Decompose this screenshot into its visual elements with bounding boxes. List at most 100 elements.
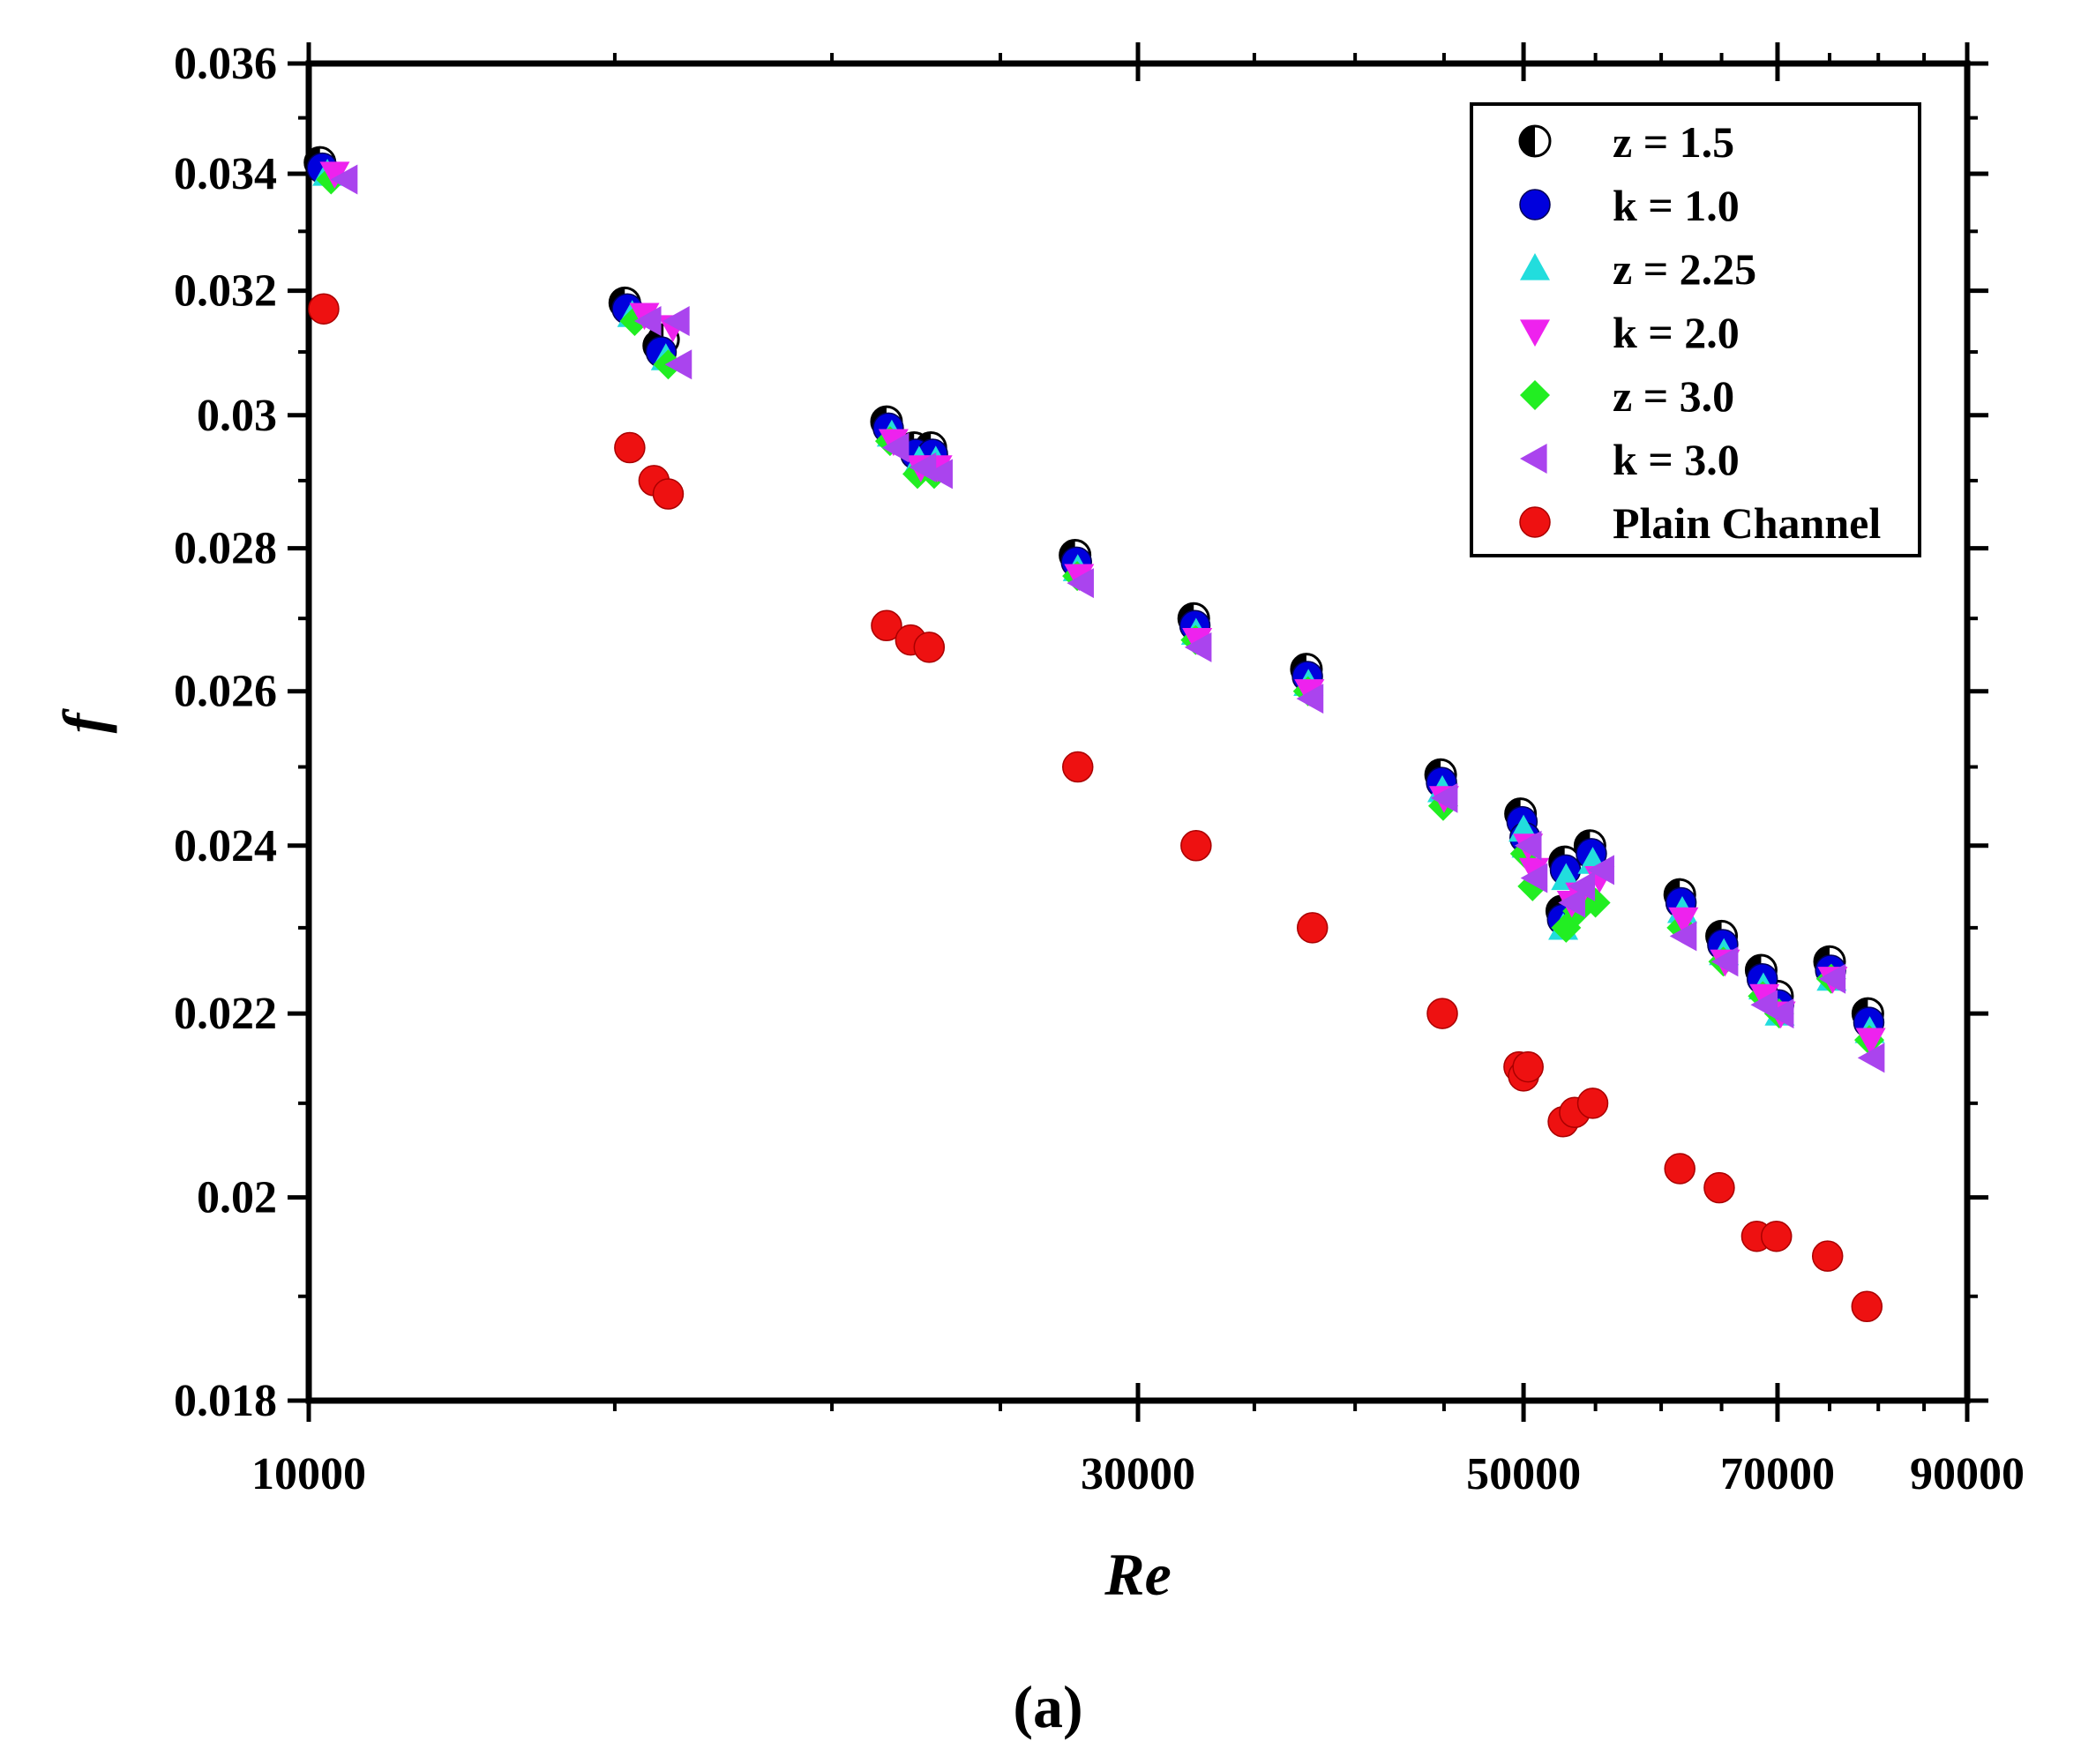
legend-marker-2 bbox=[1520, 253, 1550, 280]
data-marks bbox=[303, 146, 1886, 1323]
data-point-s6-6 bbox=[913, 632, 946, 663]
data-point-s6-8-shape bbox=[1180, 830, 1212, 862]
data-point-s3-20-shape bbox=[1855, 1028, 1886, 1056]
legend-label-4: z = 3.0 bbox=[1613, 371, 1734, 421]
data-point-s5-20-shape bbox=[1818, 963, 1846, 994]
data-point-s5-14-shape bbox=[1568, 871, 1596, 901]
data-point-s6-1 bbox=[614, 431, 646, 464]
legend-label-5: k = 3.0 bbox=[1613, 435, 1740, 484]
legend-marker-5 bbox=[1520, 444, 1547, 474]
legend-marker-1-shape bbox=[1519, 189, 1551, 220]
x-axis-title: Re bbox=[1104, 1541, 1172, 1608]
data-point-s6-0 bbox=[308, 293, 340, 325]
data-point-s6-17-shape bbox=[1664, 1153, 1696, 1185]
legend-marker-4-shape bbox=[1520, 380, 1550, 410]
data-point-s6-13-shape bbox=[1512, 1050, 1544, 1083]
data-point-s5-4 bbox=[881, 432, 910, 463]
data-point-s6-18 bbox=[1703, 1171, 1735, 1204]
data-point-s6-16 bbox=[1576, 1088, 1609, 1119]
data-point-s5-16-shape bbox=[1669, 921, 1697, 952]
data-point-s5-15 bbox=[1587, 855, 1614, 886]
y-tick-label-6: 0.03 bbox=[197, 391, 277, 441]
data-point-s5-4-shape bbox=[881, 432, 910, 463]
data-point-s5-13-shape bbox=[1558, 887, 1585, 918]
data-point-s5-1-shape bbox=[633, 306, 662, 337]
y-tick-label-0: 0.018 bbox=[174, 1376, 277, 1426]
series-5 bbox=[330, 164, 1885, 1073]
data-point-s5-9-shape bbox=[1296, 684, 1324, 714]
data-point-s5-3-shape bbox=[664, 349, 692, 380]
data-point-s6-21-shape bbox=[1811, 1240, 1844, 1272]
data-point-s3-15 bbox=[1668, 907, 1699, 935]
data-point-s5-13 bbox=[1558, 887, 1585, 918]
legend-label-1: k = 1.0 bbox=[1613, 181, 1740, 230]
data-point-s6-0-shape bbox=[308, 293, 340, 325]
data-point-s5-19 bbox=[1766, 998, 1794, 1029]
data-point-s5-2 bbox=[662, 306, 690, 337]
data-point-s5-1 bbox=[633, 306, 662, 337]
data-point-s5-12-shape bbox=[1520, 863, 1548, 893]
series-6 bbox=[308, 293, 1883, 1323]
data-point-s5-21 bbox=[1857, 1043, 1885, 1073]
legend-marker-0 bbox=[1518, 124, 1552, 158]
data-point-s5-17 bbox=[1710, 946, 1739, 977]
y-tick-label-1: 0.02 bbox=[197, 1173, 277, 1223]
data-point-s3-0 bbox=[319, 161, 350, 190]
data-point-s5-16 bbox=[1669, 921, 1697, 952]
y-tick-label-5: 0.028 bbox=[174, 524, 277, 574]
data-point-s6-4-shape bbox=[871, 609, 902, 642]
data-point-s6-7-shape bbox=[1062, 751, 1094, 783]
data-point-s5-21-shape bbox=[1857, 1043, 1885, 1073]
data-point-s5-12 bbox=[1520, 863, 1548, 893]
data-point-s6-10 bbox=[1426, 998, 1458, 1029]
legend-box bbox=[1470, 102, 1921, 557]
data-point-s6-17 bbox=[1664, 1153, 1696, 1185]
data-point-s5-15-shape bbox=[1587, 855, 1614, 886]
data-point-s3-20 bbox=[1855, 1028, 1886, 1056]
legend-marker-1 bbox=[1519, 189, 1551, 220]
data-point-s5-19-shape bbox=[1766, 998, 1794, 1029]
legend-marker-4 bbox=[1520, 380, 1550, 410]
data-point-s6-13 bbox=[1512, 1050, 1544, 1083]
data-point-s6-8 bbox=[1180, 830, 1212, 862]
legend-marker-3 bbox=[1520, 319, 1550, 347]
data-point-s5-8-shape bbox=[1184, 632, 1212, 662]
data-point-s5-2-shape bbox=[662, 306, 690, 337]
data-point-s6-4 bbox=[871, 609, 902, 642]
data-point-s6-20-shape bbox=[1760, 1220, 1793, 1252]
figure-caption: (a) bbox=[1013, 1673, 1082, 1740]
legend-marker-3-shape bbox=[1520, 319, 1550, 347]
data-point-s6-18-shape bbox=[1703, 1171, 1735, 1204]
data-point-s6-6-shape bbox=[913, 632, 946, 663]
data-point-s5-14 bbox=[1568, 871, 1596, 901]
data-point-s6-3 bbox=[652, 478, 685, 510]
legend-label-6: Plain Channel bbox=[1613, 498, 1881, 548]
data-point-s3-0-shape bbox=[319, 161, 350, 190]
data-point-s6-1-shape bbox=[614, 431, 646, 464]
data-point-s5-8 bbox=[1184, 632, 1212, 662]
data-point-s6-22-shape bbox=[1851, 1290, 1883, 1323]
legend-marker-6 bbox=[1519, 506, 1551, 538]
data-point-s6-20 bbox=[1760, 1220, 1793, 1252]
data-point-s5-10 bbox=[1430, 782, 1458, 813]
legend: z = 1.5 k = 1.0 z = 2.25 k = 2.0 z = 3.0 k = … bbox=[1470, 102, 1921, 557]
legend-marker-5-shape bbox=[1520, 444, 1547, 474]
legend-marker-2-shape bbox=[1520, 253, 1550, 280]
data-point-s6-22 bbox=[1851, 1290, 1883, 1323]
x-tick-label-4: 90000 bbox=[1910, 1449, 2025, 1499]
x-tick-label-1: 30000 bbox=[1081, 1449, 1195, 1499]
data-point-s6-9-shape bbox=[1296, 912, 1329, 944]
y-tick-label-7: 0.032 bbox=[174, 266, 277, 317]
data-point-s5-0 bbox=[330, 164, 358, 195]
y-tick-label-9: 0.036 bbox=[174, 39, 277, 89]
data-point-s5-6-shape bbox=[925, 459, 953, 490]
data-point-s5-20 bbox=[1818, 963, 1846, 994]
x-tick-label-2: 50000 bbox=[1466, 1449, 1581, 1499]
y-tick-labels: 0.018 0.02 0.022 0.024 0.026 0.028 0.03 0.032 0.… bbox=[174, 39, 277, 1426]
data-point-s5-10-shape bbox=[1430, 782, 1458, 813]
axis-ticks bbox=[288, 42, 1988, 1422]
data-point-s5-9 bbox=[1296, 684, 1324, 714]
data-point-s5-17-shape bbox=[1710, 946, 1739, 977]
y-tick-label-2: 0.022 bbox=[174, 989, 277, 1039]
